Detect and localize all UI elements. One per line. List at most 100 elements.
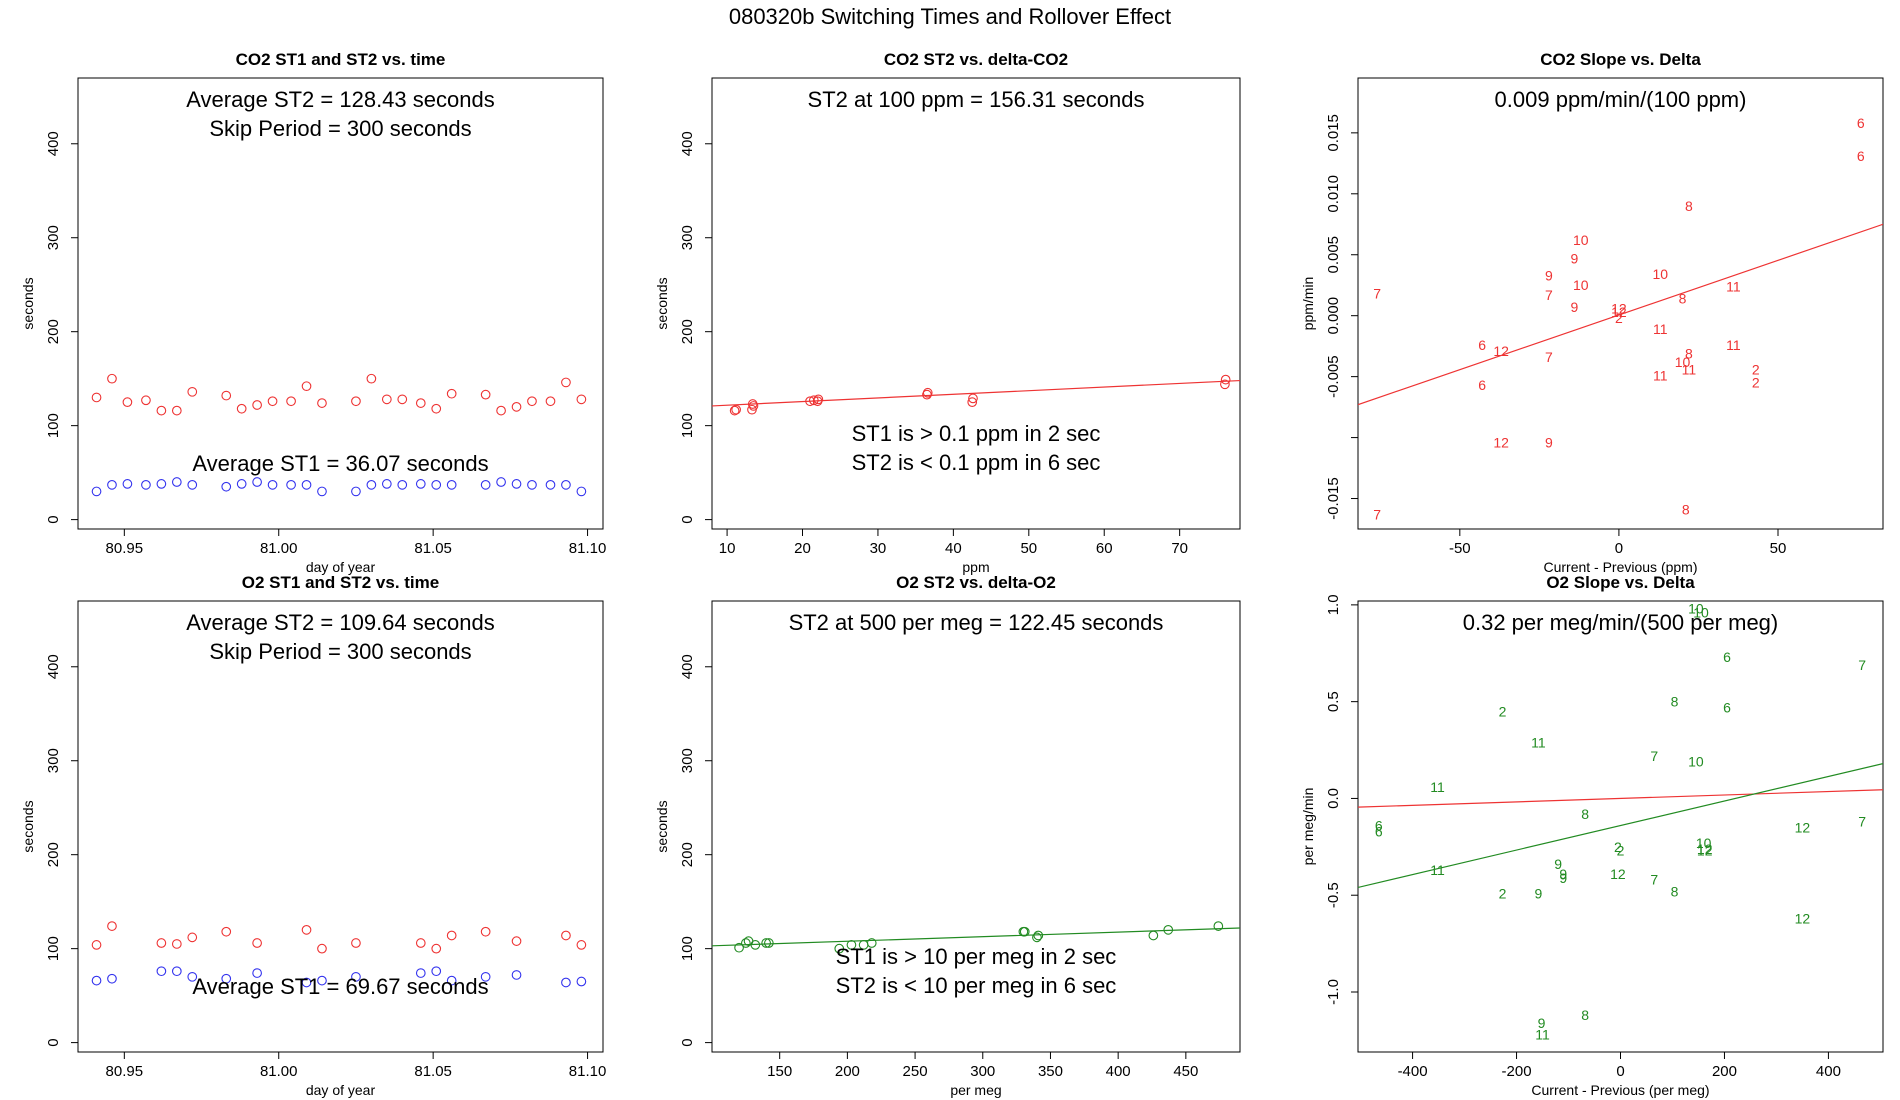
y-axis-label: ppm/min [1300,277,1316,331]
data-point-st2 [381,394,392,405]
data-point-st2 [91,940,102,950]
data-point-st1 [446,479,457,490]
x-axis-label: ppm [962,559,989,575]
data-point-st2 [1220,374,1231,385]
y-tick-label: 0 [45,1038,62,1046]
x-tick-label: 81.00 [260,1063,298,1080]
x-tick-label: 0 [1616,1063,1624,1080]
data-point-label: 10 [1675,354,1691,370]
data-point-st2 [731,404,741,415]
data-point-st2 [527,396,537,407]
data-point-st2 [1220,379,1230,390]
data-point-st2 [734,942,744,953]
data-point-st2 [967,397,978,408]
data-point-label: 6 [1723,699,1731,715]
data-point-st2 [561,930,571,941]
data-point-st1 [576,976,587,987]
plot-area [712,374,1240,416]
fit-line [1358,763,1883,889]
y-tick-label: 400 [45,654,62,679]
y-tick-label: 200 [45,319,62,344]
data-point-label: 11 [1430,779,1445,795]
data-point-label: 12 [1697,841,1713,857]
data-point-st2 [171,939,182,949]
data-point-label: 6 [1478,337,1486,353]
data-point-st1 [496,477,506,487]
data-point-st2 [1033,930,1044,941]
y-tick-label: 100 [679,413,696,438]
y-axis-label: seconds [654,277,670,329]
x-tick-label: 80.95 [106,540,144,557]
y-tick-label: 200 [45,842,62,867]
data-point-st2 [351,938,361,948]
data-point-label: 12 [1610,866,1626,882]
data-point-label: 2 [1615,310,1623,326]
data-point-st2 [156,938,167,948]
panel-co2-st1-st2-vs-time: CO2 ST1 and ST2 vs. time 80.95 81.00 81.05 8… [20,50,606,575]
data-point-st2 [761,938,772,948]
data-point-st1 [122,479,133,489]
x-tick-label: 450 [1173,1063,1198,1080]
data-point-label: 11 [1726,337,1741,353]
x-tick-label: 400 [1106,1063,1131,1080]
annotation: ST2 at 500 per meg = 122.45 seconds [789,610,1164,635]
y-tick-label: 0.000 [1325,297,1342,335]
data-point-st2 [141,395,151,406]
x-tick-label: 350 [1038,1063,1063,1080]
plot-area [1358,223,1883,406]
y-tick-label: 100 [679,936,696,961]
annotation: ST1 is > 10 per meg in 2 sec [836,944,1117,969]
x-tick-label: 300 [970,1063,995,1080]
data-point-st2 [267,396,278,407]
panel-co2-slope-vs-delta: CO2 Slope vs. Delta -50 0 50 -0.015 -0.005 0.0… [1300,50,1884,575]
data-point-label: 9 [1545,434,1553,450]
data-point-st2 [1213,921,1224,931]
data-point-st2 [431,943,442,954]
annotation: Skip Period = 300 seconds [209,116,471,141]
x-tick-label: 10 [719,540,736,557]
data-point-st1 [527,479,537,490]
data-point-st1 [107,479,117,490]
x-tick-label: 40 [945,540,962,557]
data-point-st1 [286,479,296,490]
x-tick-label: 81.10 [569,540,607,557]
data-point-label: 11 [1535,1027,1550,1043]
data-point-st1 [397,479,408,490]
data-point-st2 [107,373,117,384]
data-point-label: 7 [1650,872,1658,888]
data-point-st2 [221,926,232,937]
y-tick-label: 100 [45,413,62,438]
data-point-st1 [446,975,457,986]
panel-o2-slope-vs-delta: O2 Slope vs. Delta -400 -200 0 200 400 -1.0 -0.… [1300,573,1884,1098]
series-st1 [91,477,587,497]
y-tick-label: 0.015 [1325,114,1342,152]
data-point-st2 [576,940,587,950]
data-point-st2 [866,938,877,948]
y-tick-label: -1.0 [1325,979,1342,1005]
data-point-st2 [740,938,751,948]
data-point-st1 [317,975,327,986]
x-tick-label: 81.05 [414,1063,452,1080]
data-point-st1 [301,977,312,988]
data-point-st2 [431,403,442,414]
data-point-label: 11 [1653,321,1668,337]
fit-line [1358,223,1883,406]
x-tick-label: 0 [1615,540,1623,557]
data-point-st2 [729,405,740,416]
data-point-label: 2 [1752,361,1760,377]
panel-co2-st2-vs-delta: CO2 ST2 vs. delta-CO2 10 20 30 40 50 60 70 0 100 2… [654,50,1241,575]
x-axis-label: Current - Previous (per meg) [1531,1082,1709,1098]
y-tick-label: 100 [45,936,62,961]
data-point-label: 8 [1581,806,1589,822]
data-point-label: 7 [1650,748,1658,764]
data-point-st1 [252,968,262,978]
x-tick-label: 70 [1171,540,1188,557]
data-point-st1 [187,971,198,982]
data-point-st2 [511,402,522,412]
data-point-st2 [446,930,457,941]
data-point-st2 [511,936,522,946]
data-point-label: 12 [1611,304,1627,320]
data-point-st1 [561,479,571,490]
data-point-label: 6 [1478,377,1486,393]
data-point-label: 6 [1723,649,1731,665]
